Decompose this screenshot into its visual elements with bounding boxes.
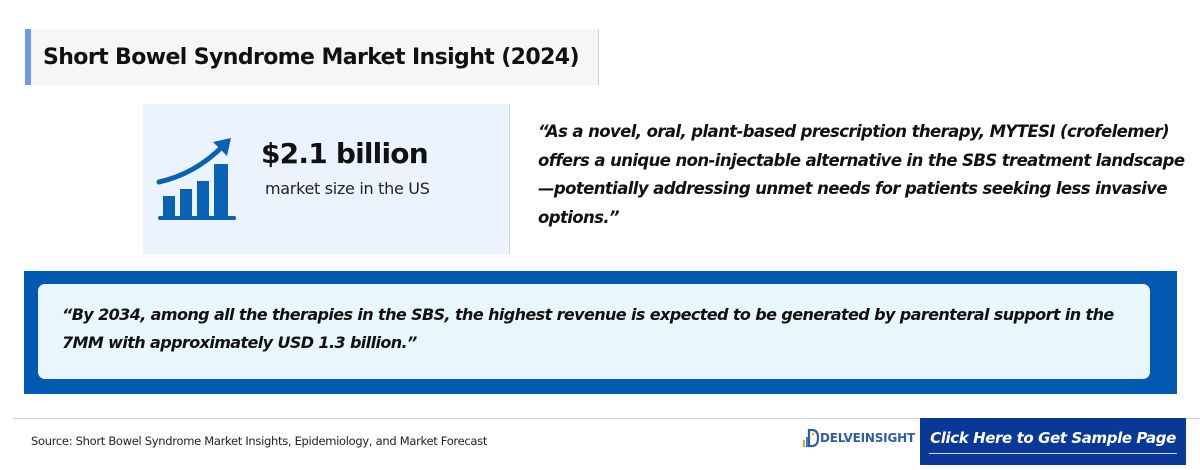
market-size-card: $2.1 billion market size in the US bbox=[143, 104, 510, 254]
growth-chart-icon bbox=[156, 138, 236, 220]
delveinsight-logo[interactable]: DELVEINSIGHT bbox=[802, 427, 915, 449]
logo-text: DELVEINSIGHT bbox=[820, 431, 915, 445]
highlight-band: “By 2034, among all the therapies in the… bbox=[24, 271, 1177, 394]
mytesi-quote: “As a novel, oral, plant-based prescript… bbox=[538, 122, 1185, 227]
cta-label: Click Here to Get Sample Page bbox=[930, 429, 1176, 447]
logo-mark-icon bbox=[803, 428, 819, 448]
footer-divider bbox=[13, 418, 1200, 419]
market-size-value: $2.1 billion bbox=[261, 137, 429, 170]
forecast-quote: “By 2034, among all the therapies in the… bbox=[62, 305, 1114, 352]
get-sample-page-button[interactable]: Click Here to Get Sample Page bbox=[920, 418, 1186, 465]
highlight-box: “By 2034, among all the therapies in the… bbox=[38, 284, 1150, 379]
cta-underline bbox=[929, 453, 1177, 454]
page-title-bar: Short Bowel Syndrome Market Insight (202… bbox=[25, 29, 599, 85]
source-citation: Source: Short Bowel Syndrome Market Insi… bbox=[31, 434, 488, 448]
market-size-label: market size in the US bbox=[265, 179, 430, 198]
page-title: Short Bowel Syndrome Market Insight (202… bbox=[43, 44, 580, 70]
